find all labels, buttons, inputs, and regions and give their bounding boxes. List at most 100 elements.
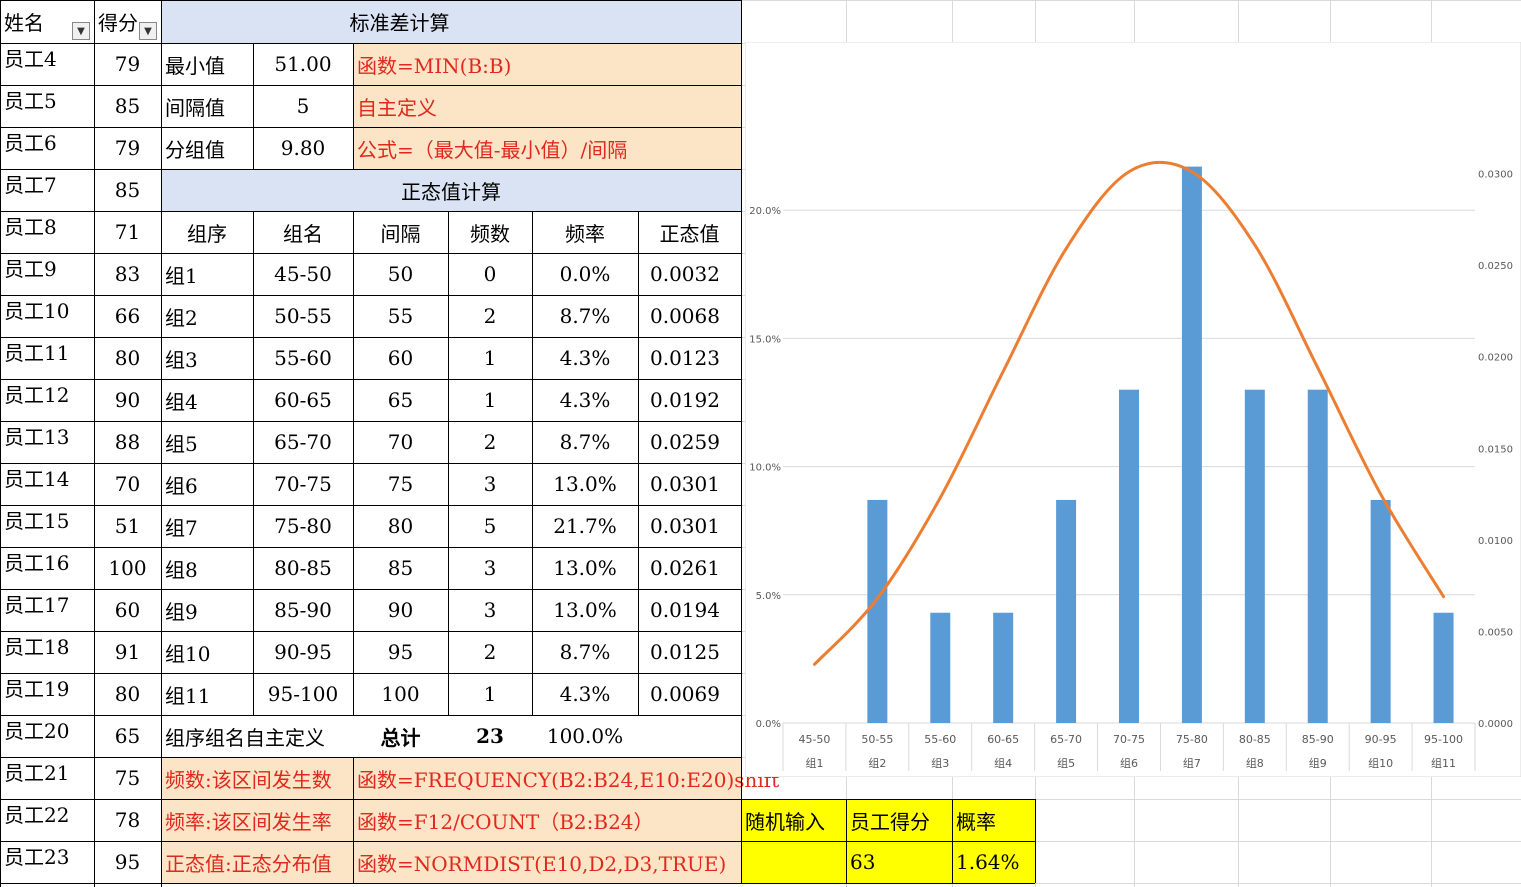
- group-freq[interactable]: 2: [483, 430, 497, 454]
- employee-name[interactable]: 员工5: [4, 89, 57, 113]
- employee-name[interactable]: 员工7: [4, 173, 57, 197]
- group-seq[interactable]: 组3: [165, 347, 198, 372]
- group-normal[interactable]: 0.0259: [650, 430, 720, 454]
- employee-name[interactable]: 员工12: [4, 383, 70, 407]
- employee-score[interactable]: 83: [114, 262, 141, 286]
- note-formula[interactable]: 函数=NORMDIST(E10,D2,D3,TRUE): [357, 851, 727, 876]
- stat-note[interactable]: 自主定义: [357, 95, 437, 120]
- probability-header[interactable]: 概率: [956, 809, 996, 834]
- group-normal[interactable]: 0.0123: [650, 346, 720, 370]
- employee-name[interactable]: 员工11: [4, 341, 70, 365]
- group-interval[interactable]: 95: [387, 640, 414, 664]
- group-freq[interactable]: 5: [483, 514, 497, 538]
- employee-name[interactable]: 员工21: [4, 761, 70, 785]
- group-normal[interactable]: 0.0125: [650, 640, 720, 664]
- employee-score[interactable]: 79: [114, 136, 141, 160]
- frequency-normal-chart[interactable]: 0.0% 5.0% 10.0% 15.0% 20.0% 0.0000 0.0050 0.010…: [745, 42, 1521, 777]
- employee-name[interactable]: 员工18: [4, 635, 70, 659]
- table-header[interactable]: 频率: [565, 221, 605, 246]
- note-label[interactable]: 频率:该区间发生率: [165, 809, 332, 834]
- group-rate[interactable]: 8.7%: [559, 430, 611, 454]
- group-freq[interactable]: 0: [483, 262, 497, 286]
- table-header[interactable]: 正态值: [659, 221, 720, 246]
- employee-score[interactable]: 85: [114, 178, 141, 202]
- employee-score[interactable]: 75: [114, 766, 141, 790]
- group-name[interactable]: 65-70: [274, 430, 332, 454]
- employee-name[interactable]: 员工20: [4, 719, 70, 743]
- total-row-label[interactable]: 组序组名自主定义: [165, 725, 325, 750]
- group-rate[interactable]: 13.0%: [553, 472, 617, 496]
- group-freq[interactable]: 1: [483, 346, 497, 370]
- stat-value[interactable]: 9.80: [280, 136, 326, 160]
- employee-name[interactable]: 员工23: [4, 845, 70, 869]
- group-rate[interactable]: 4.3%: [559, 388, 611, 412]
- total-rate[interactable]: 100.0%: [546, 724, 624, 748]
- employee-name[interactable]: 员工19: [4, 677, 70, 701]
- group-normal[interactable]: 0.0301: [650, 514, 720, 538]
- group-name[interactable]: 75-80: [274, 514, 332, 538]
- note-label[interactable]: 频数:该区间发生数: [165, 767, 332, 792]
- group-name[interactable]: 90-95: [274, 640, 332, 664]
- employee-score-value[interactable]: 63: [850, 850, 876, 874]
- header-score[interactable]: 得分: [98, 11, 138, 35]
- group-rate[interactable]: 0.0%: [559, 262, 611, 286]
- group-normal[interactable]: 0.0068: [650, 304, 720, 328]
- group-seq[interactable]: 组9: [165, 599, 198, 624]
- group-freq[interactable]: 3: [483, 472, 497, 496]
- employee-name[interactable]: 员工15: [4, 509, 70, 533]
- filter-button-score[interactable]: ▼: [139, 22, 157, 40]
- group-freq[interactable]: 1: [483, 388, 497, 412]
- employee-name[interactable]: 员工6: [4, 131, 57, 155]
- table-header[interactable]: 间隔: [380, 221, 421, 246]
- group-rate[interactable]: 4.3%: [559, 346, 611, 370]
- total-label[interactable]: 总计: [380, 725, 421, 750]
- employee-score[interactable]: 78: [114, 808, 141, 832]
- employee-name[interactable]: 员工14: [4, 467, 70, 491]
- header-name[interactable]: 姓名: [4, 11, 44, 35]
- employee-score[interactable]: 80: [114, 682, 141, 706]
- note-formula[interactable]: 函数=FREQUENCY(B2:B24,E10:E20)shift: [357, 767, 780, 792]
- group-freq[interactable]: 3: [483, 598, 497, 622]
- group-freq[interactable]: 1: [483, 682, 497, 706]
- employee-name[interactable]: 员工9: [4, 257, 57, 281]
- group-seq[interactable]: 组1: [165, 263, 198, 288]
- group-rate[interactable]: 8.7%: [559, 640, 611, 664]
- employee-score[interactable]: 51: [114, 514, 141, 538]
- random-input-value[interactable]: [741, 841, 846, 883]
- group-rate[interactable]: 13.0%: [553, 598, 617, 622]
- group-interval[interactable]: 65: [387, 388, 414, 412]
- table-header[interactable]: 组序: [187, 221, 227, 246]
- group-freq[interactable]: 2: [483, 640, 497, 664]
- total-freq[interactable]: 23: [476, 724, 504, 748]
- group-seq[interactable]: 组7: [165, 515, 198, 540]
- group-seq[interactable]: 组6: [165, 473, 198, 498]
- group-normal[interactable]: 0.0192: [650, 388, 720, 412]
- group-name[interactable]: 50-55: [274, 304, 332, 328]
- group-normal[interactable]: 0.0261: [650, 556, 720, 580]
- group-freq[interactable]: 3: [483, 556, 497, 580]
- employee-score[interactable]: 85: [114, 94, 141, 118]
- employee-score[interactable]: 80: [114, 346, 141, 370]
- group-normal[interactable]: 0.0194: [650, 598, 720, 622]
- group-seq[interactable]: 组11: [165, 683, 211, 708]
- table-header[interactable]: 组名: [283, 221, 323, 246]
- group-rate[interactable]: 21.7%: [553, 514, 617, 538]
- group-seq[interactable]: 组8: [165, 557, 198, 582]
- group-interval[interactable]: 85: [387, 556, 414, 580]
- group-freq[interactable]: 2: [483, 304, 497, 328]
- employee-score[interactable]: 90: [114, 388, 141, 412]
- group-name[interactable]: 85-90: [274, 598, 332, 622]
- employee-name[interactable]: 员工13: [4, 425, 70, 449]
- filter-button-name[interactable]: ▼: [72, 22, 90, 40]
- employee-score[interactable]: 60: [114, 598, 141, 622]
- employee-score[interactable]: 65: [114, 724, 141, 748]
- employee-name[interactable]: 员工10: [4, 299, 70, 323]
- group-normal[interactable]: 0.0032: [650, 262, 720, 286]
- stat-label[interactable]: 间隔值: [165, 95, 225, 120]
- group-name[interactable]: 55-60: [274, 346, 332, 370]
- group-normal[interactable]: 0.0069: [650, 682, 720, 706]
- employee-score[interactable]: 70: [114, 472, 141, 496]
- group-rate[interactable]: 8.7%: [559, 304, 611, 328]
- group-name[interactable]: 60-65: [274, 388, 332, 412]
- group-name[interactable]: 45-50: [274, 262, 332, 286]
